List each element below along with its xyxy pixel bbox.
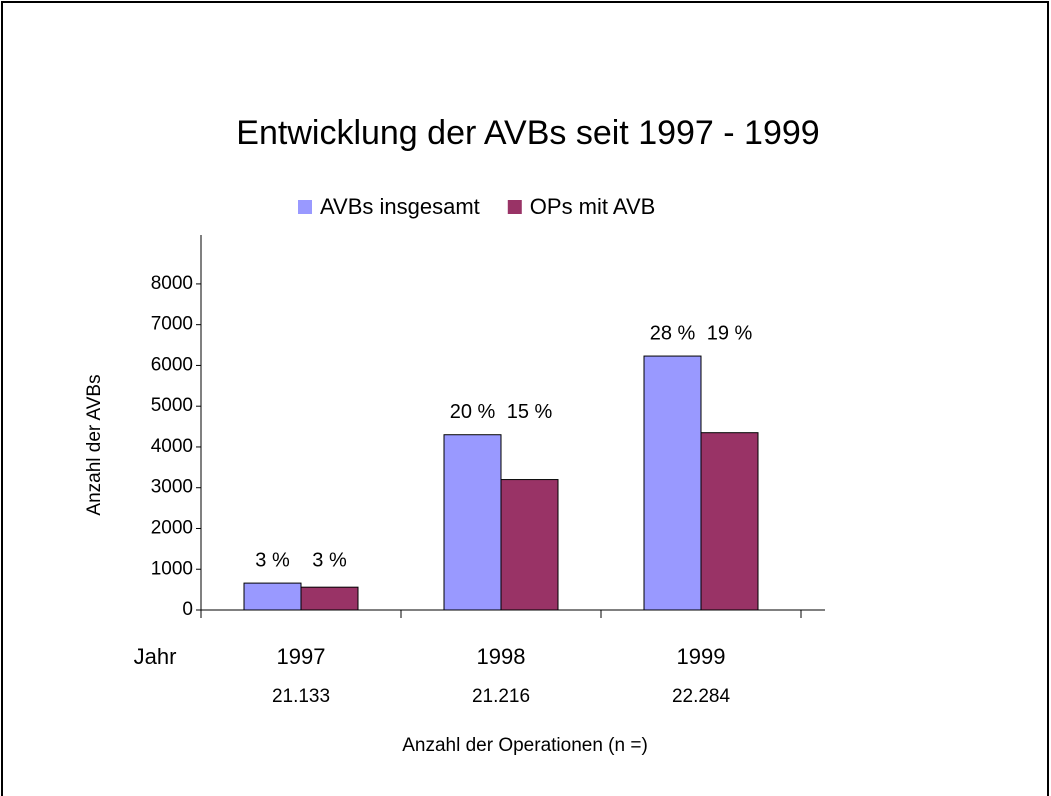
y-tick-label: 4000 bbox=[151, 436, 193, 457]
y-tick-label: 7000 bbox=[151, 314, 193, 335]
chart-title: Entwicklung der AVBs seit 1997 - 1999 bbox=[236, 114, 819, 152]
legend-label: AVBs insgesamt bbox=[320, 194, 480, 219]
bar bbox=[643, 355, 702, 611]
bar-annotation: 28 % bbox=[650, 322, 696, 344]
bar bbox=[500, 479, 559, 611]
y-axis-label: Anzahl der AVBs bbox=[84, 374, 105, 515]
x-row-label: Jahr bbox=[134, 644, 177, 669]
bar-annotation: 3 % bbox=[312, 549, 347, 571]
y-tick-label: 6000 bbox=[151, 354, 193, 375]
y-tick-label: 2000 bbox=[151, 517, 193, 538]
x-tick-label: 1998 bbox=[477, 644, 526, 669]
x-tick-label: 1999 bbox=[677, 644, 726, 669]
x-sublabel: 21.133 bbox=[272, 686, 330, 707]
legend-swatch bbox=[298, 200, 312, 214]
bar bbox=[300, 586, 359, 611]
x-axis-label: Anzahl der Operationen (n =) bbox=[402, 735, 648, 756]
y-tick-label: 1000 bbox=[151, 558, 193, 579]
bar-annotation: 19 % bbox=[707, 322, 753, 344]
legend-label: OPs mit AVB bbox=[530, 194, 656, 219]
y-tick-label: 8000 bbox=[151, 273, 193, 294]
x-sublabel: 21.216 bbox=[472, 686, 530, 707]
y-tick-label: 3000 bbox=[151, 477, 193, 498]
x-sublabel: 22.284 bbox=[672, 686, 731, 707]
bar-annotation: 20 % bbox=[450, 401, 496, 423]
bar-annotation: 15 % bbox=[507, 401, 553, 423]
bar-annotation: 3 % bbox=[255, 549, 290, 571]
y-tick-label: 0 bbox=[182, 599, 193, 620]
bar bbox=[243, 582, 302, 611]
bar bbox=[443, 434, 502, 611]
y-tick-label: 5000 bbox=[151, 395, 193, 416]
legend-swatch bbox=[507, 200, 522, 214]
bar bbox=[700, 432, 759, 611]
x-tick-label: 1997 bbox=[277, 644, 326, 669]
